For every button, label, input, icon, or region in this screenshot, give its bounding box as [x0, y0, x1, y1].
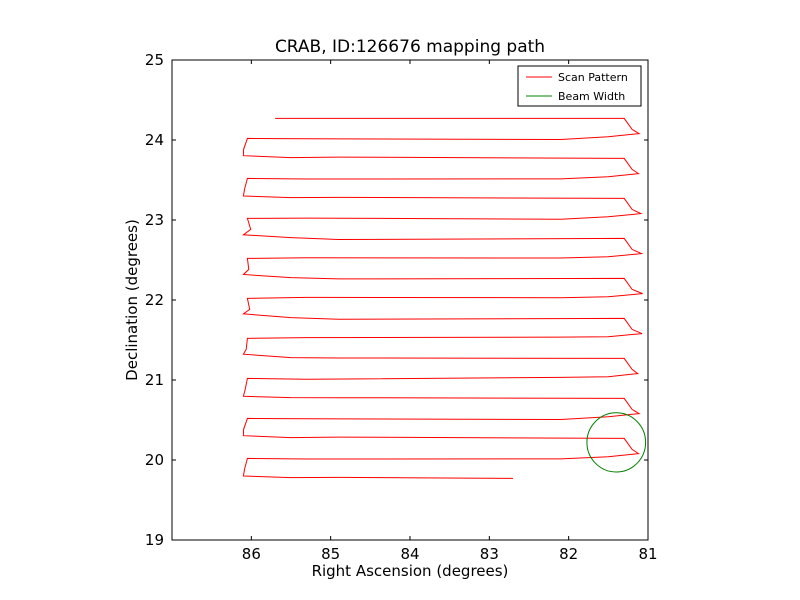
x-axis-label: Right Ascension (degrees) — [312, 562, 509, 580]
x-tick-label: 82 — [559, 545, 578, 563]
legend-box — [517, 65, 642, 107]
legend-label-beam-width: Beam Width — [558, 90, 625, 103]
x-tick-label: 84 — [400, 545, 419, 563]
legend: Scan Pattern Beam Width — [517, 65, 642, 107]
y-tick-label: 25 — [145, 51, 164, 69]
x-tick-label: 81 — [638, 545, 657, 563]
y-tick-label: 24 — [145, 131, 164, 149]
x-axis-ticks: 86 85 84 83 82 81 — [242, 60, 658, 563]
y-axis-label: Declination (degrees) — [123, 219, 141, 381]
y-tick-label: 21 — [145, 371, 164, 389]
y-axis-ticks: 19 20 21 22 23 24 25 — [145, 51, 648, 549]
legend-label-scan-pattern: Scan Pattern — [558, 71, 628, 84]
data-layer — [241, 117, 647, 479]
x-tick-label: 83 — [480, 545, 499, 563]
plot-frame — [171, 59, 649, 541]
y-tick-label: 22 — [145, 291, 164, 309]
y-tick-label: 23 — [145, 211, 164, 229]
x-tick-label: 86 — [242, 545, 261, 563]
scan-pattern-line — [241, 117, 644, 479]
y-tick-label: 20 — [145, 451, 164, 469]
y-tick-label: 19 — [145, 531, 164, 549]
x-tick-label: 85 — [321, 545, 340, 563]
beam-width-circle — [586, 412, 647, 473]
chart-title: CRAB, ID:126676 mapping path — [275, 37, 545, 57]
